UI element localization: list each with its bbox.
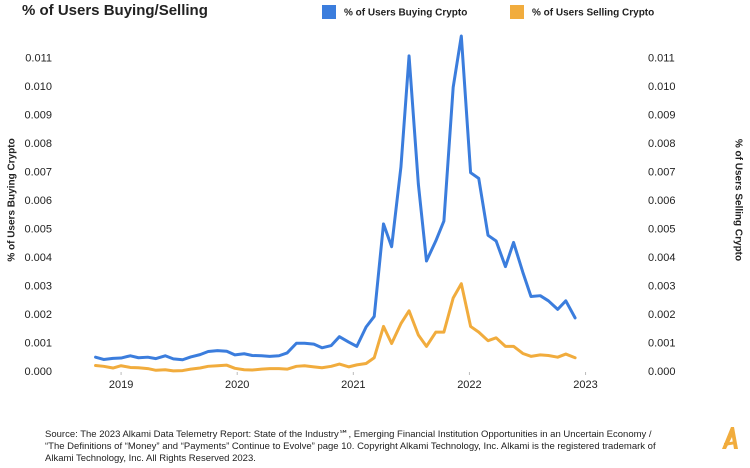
y2-tick-label: 0.009: [648, 110, 676, 122]
y2-tick-label: 0.000: [648, 366, 676, 378]
y-tick-label: 0.007: [24, 167, 52, 179]
x-tick-label: 2020: [225, 379, 249, 391]
x-tick-label: 2021: [341, 379, 365, 391]
y2-tick-label: 0.011: [648, 53, 675, 65]
y2-tick-label: 0.006: [648, 195, 676, 207]
y-tick-label: 0.000: [24, 366, 52, 378]
y-tick-label: 0.011: [25, 53, 52, 65]
x-tick-label: 2019: [109, 379, 133, 391]
y-tick-label: 0.001: [24, 337, 52, 349]
x-tick-label: 2023: [573, 379, 597, 391]
source-line: “The Definitions of “Money” and “Payment…: [45, 441, 656, 452]
y2-axis-label: % of Users Selling Crypto: [732, 139, 743, 261]
y-tick-label: 0.002: [24, 309, 52, 321]
y2-tick-label: 0.010: [648, 81, 676, 93]
y-tick-label: 0.004: [24, 252, 52, 264]
x-tick-label: 2022: [457, 379, 481, 391]
data-line: [94, 34, 577, 362]
y2-tick-label: 0.005: [648, 224, 676, 236]
y2-tick-label: 0.002: [648, 309, 676, 321]
y2-tick-label: 0.004: [648, 252, 676, 264]
y-tick-label: 0.003: [24, 280, 52, 292]
y2-tick-label: 0.001: [648, 337, 676, 349]
y2-tick-label: 0.003: [648, 280, 676, 292]
y2-tick-label: 0.007: [648, 167, 676, 179]
y-axis-label: % of Users Buying Crypto: [7, 138, 18, 261]
y-tick-label: 0.009: [24, 110, 52, 122]
legend-label: % of Users Buying Crypto: [344, 8, 467, 19]
y2-tick-label: 0.008: [648, 138, 676, 150]
y-tick-label: 0.006: [24, 195, 52, 207]
y-tick-label: 0.008: [24, 138, 52, 150]
chart-title: % of Users Buying/Selling: [22, 2, 208, 19]
logo: [722, 427, 738, 449]
y-tick-label: 0.005: [24, 224, 52, 236]
legend-swatch: [510, 5, 524, 19]
legend-swatch: [322, 5, 336, 19]
y-tick-label: 0.010: [24, 81, 52, 93]
source-line: Source: The 2023 Alkami Data Telemetry R…: [45, 429, 652, 440]
data-line: [94, 282, 577, 373]
source-line: Alkami Technology, Inc. All Rights Reser…: [45, 453, 256, 463]
legend-label: % of Users Selling Crypto: [532, 8, 654, 19]
